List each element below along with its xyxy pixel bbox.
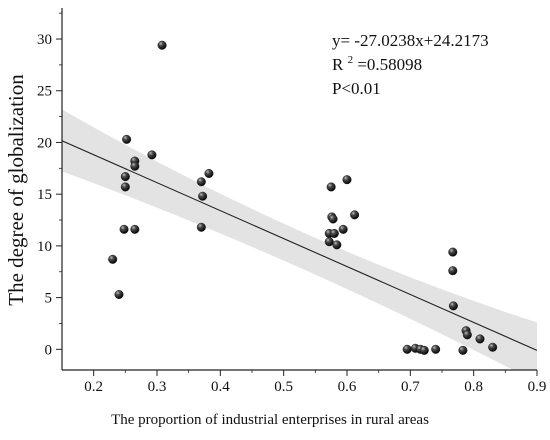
x-tick-label: 0.7 <box>401 379 420 395</box>
r-squared-superscript: 2 <box>348 54 354 66</box>
r-squared-value: =0.58098 <box>357 55 422 74</box>
data-point <box>488 342 498 352</box>
r-squared-prefix: R <box>332 55 344 74</box>
y-tick-label: 5 <box>45 291 53 307</box>
y-tick-label: 20 <box>37 135 52 151</box>
data-point <box>198 191 208 201</box>
data-point <box>324 237 334 247</box>
data-point <box>402 344 412 354</box>
x-tick-label: 0.4 <box>211 379 230 395</box>
confidence-band-layer <box>62 109 537 370</box>
data-point <box>448 247 458 257</box>
y-tick-label: 10 <box>37 239 52 255</box>
data-point <box>196 177 206 187</box>
data-point <box>448 301 458 311</box>
x-tick-label: 0.6 <box>338 379 357 395</box>
data-point <box>342 175 352 185</box>
r-squared-annotation: R 2 =0.58098 <box>332 48 422 74</box>
data-point <box>122 134 132 144</box>
x-tick-label: 0.3 <box>148 379 167 395</box>
data-point <box>204 168 214 178</box>
data-point <box>108 254 118 264</box>
data-point <box>120 172 130 182</box>
data-point <box>114 289 124 299</box>
data-point <box>326 182 336 192</box>
axes-layer <box>61 8 537 371</box>
data-point <box>332 240 342 250</box>
data-point <box>462 330 472 340</box>
data-point <box>458 345 468 355</box>
x-tick-label: 0.8 <box>464 379 483 395</box>
fit-line-layer <box>62 140 537 351</box>
data-point <box>120 182 130 192</box>
data-point <box>448 266 458 276</box>
data-point <box>196 222 206 232</box>
data-point <box>157 40 167 50</box>
y-tick-label: 0 <box>45 342 53 358</box>
y-tick-label: 15 <box>37 187 52 203</box>
x-tick-label: 0.2 <box>84 379 103 395</box>
data-point <box>419 345 429 355</box>
data-point <box>338 224 348 234</box>
data-point <box>147 150 157 160</box>
y-tick-label: 25 <box>37 84 52 100</box>
data-point <box>350 210 360 220</box>
data-point <box>130 161 140 171</box>
x-tick-label: 0.5 <box>274 379 293 395</box>
regression-equation: y= -27.0238x+24.2173 <box>332 31 489 50</box>
data-point <box>431 344 441 354</box>
ticks-layer: 0.2 0.3 0.4 0.5 0.6 0.7 0.8 0.9 0 5 10 15 20 25 30 <box>37 12 547 395</box>
confidence-band <box>62 109 537 370</box>
y-tick-label: 30 <box>37 32 52 48</box>
data-points-layer <box>108 40 498 355</box>
data-point <box>328 214 338 224</box>
x-axis-label: The proportion of industrial enterprises… <box>111 412 429 428</box>
y-axis-label: The degree of globalization <box>4 74 28 306</box>
data-point <box>130 224 140 234</box>
data-point <box>329 228 339 238</box>
data-point <box>475 334 485 344</box>
data-point <box>119 224 129 234</box>
p-value-annotation: P<0.01 <box>332 79 381 98</box>
x-tick-label: 0.9 <box>528 379 547 395</box>
regression-line <box>62 140 537 351</box>
